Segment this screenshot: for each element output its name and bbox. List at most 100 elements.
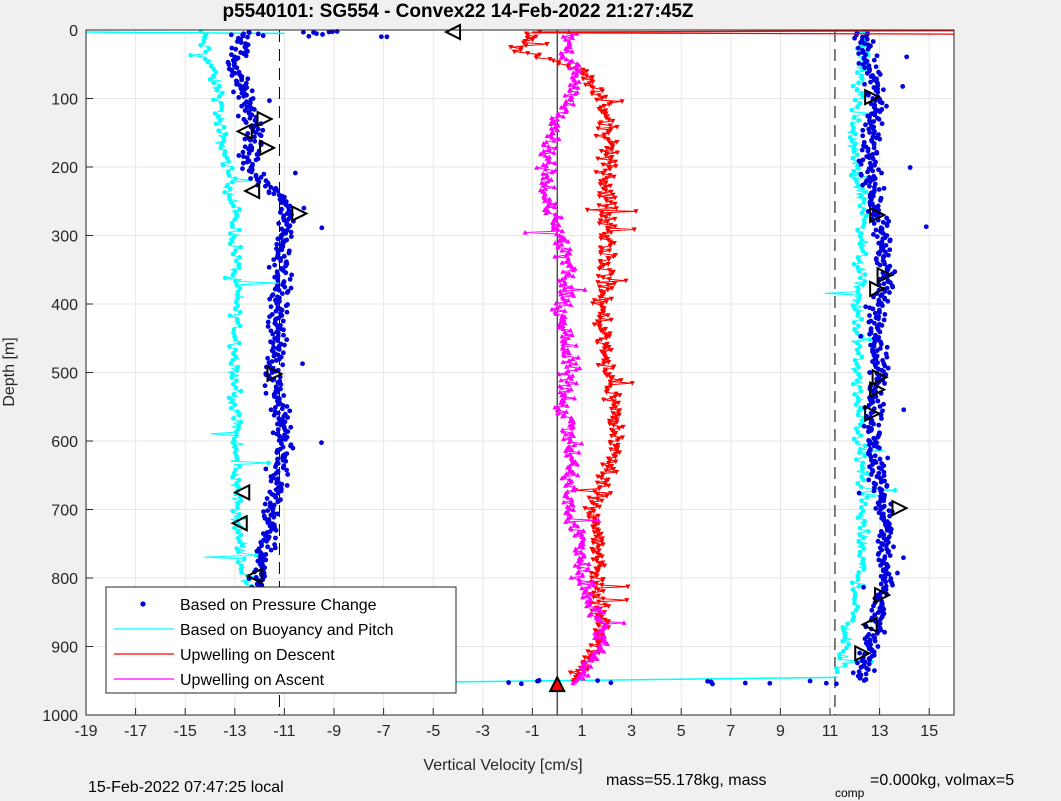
upwelling-descent-marker bbox=[596, 528, 602, 534]
upwelling-descent-marker bbox=[595, 280, 601, 285]
upwelling-descent-marker bbox=[590, 79, 596, 85]
buoyancy-pitch-point bbox=[859, 210, 865, 216]
upwelling-ascent-marker bbox=[569, 97, 575, 102]
pressure-change-point bbox=[885, 252, 891, 258]
buoyancy-pitch-point bbox=[232, 402, 238, 407]
buoyancy-pitch-point bbox=[238, 498, 244, 503]
upwelling-ascent-marker bbox=[553, 300, 559, 306]
pressure-change-point bbox=[233, 46, 239, 52]
upwelling-ascent-marker bbox=[562, 275, 568, 280]
footer-comp-subscript: comp bbox=[835, 786, 865, 800]
buoyancy-pitch-point bbox=[852, 368, 858, 373]
buoyancy-pitch-point bbox=[855, 309, 861, 315]
pressure-change-point bbox=[286, 250, 292, 256]
upwelling-descent-marker bbox=[607, 379, 613, 385]
upwelling-descent-marker bbox=[606, 334, 612, 340]
buoyancy-pitch-point bbox=[198, 42, 204, 48]
pressure-change-point bbox=[868, 410, 874, 416]
upwelling-ascent-marker bbox=[552, 168, 559, 173]
upwelling-ascent-marker bbox=[574, 570, 581, 576]
upwelling-descent-marker bbox=[597, 316, 604, 321]
upwelling-ascent-marker bbox=[559, 392, 565, 398]
y-tick-label: 400 bbox=[51, 297, 78, 314]
upwelling-descent-marker bbox=[614, 124, 620, 130]
pressure-change-point bbox=[865, 667, 871, 672]
footer-local-time: 15-Feb-2022 07:47:25 local bbox=[88, 779, 284, 796]
upwelling-ascent-marker bbox=[542, 186, 548, 191]
pressure-change-point bbox=[884, 103, 889, 109]
buoyancy-pitch-point bbox=[232, 525, 237, 531]
x-tick-label: 11 bbox=[822, 723, 839, 740]
upwelling-ascent-marker bbox=[540, 183, 546, 188]
x-tick-label: 15 bbox=[920, 723, 938, 740]
buoyancy-pitch-point bbox=[837, 655, 842, 661]
buoyancy-pitch-point bbox=[857, 292, 862, 298]
upwelling-ascent-marker bbox=[571, 77, 577, 83]
buoyancy-pitch-point bbox=[236, 549, 241, 555]
upwelling-ascent-marker bbox=[544, 174, 550, 179]
upwelling-ascent-marker bbox=[561, 317, 567, 322]
buoyancy-pitch-point bbox=[227, 241, 233, 247]
buoyancy-pitch-point bbox=[892, 488, 898, 493]
pressure-change-point bbox=[274, 450, 280, 455]
buoyancy-pitch-point bbox=[852, 594, 858, 599]
pressure-change-point bbox=[867, 114, 872, 120]
direction-marker bbox=[871, 368, 889, 386]
upwelling-ascent-marker bbox=[595, 517, 602, 523]
buoyancy-pitch-point bbox=[235, 320, 241, 325]
upwelling-descent-marker bbox=[594, 574, 600, 579]
pressure-change-point bbox=[886, 571, 892, 577]
pressure-change-point bbox=[271, 514, 277, 520]
buoyancy-pitch-point bbox=[221, 124, 227, 130]
upwelling-ascent-marker bbox=[570, 293, 577, 298]
buoyancy-pitch-point bbox=[859, 316, 865, 322]
buoyancy-pitch-point bbox=[237, 207, 243, 212]
buoyancy-pitch-point bbox=[222, 148, 228, 154]
upwelling-descent-marker bbox=[597, 182, 603, 187]
buoyancy-pitch-point bbox=[862, 279, 868, 284]
upwelling-descent-marker bbox=[597, 218, 603, 224]
buoyancy-pitch-point bbox=[205, 59, 211, 65]
buoyancy-pitch-point bbox=[855, 577, 861, 582]
buoyancy-pitch-point bbox=[236, 426, 241, 431]
x-axis-label: Vertical Velocity [cm/s] bbox=[423, 757, 582, 774]
upwelling-descent-marker bbox=[596, 548, 602, 554]
pressure-change-point bbox=[279, 406, 285, 412]
upwelling-descent-marker bbox=[602, 332, 609, 338]
upwelling-ascent-marker bbox=[566, 350, 572, 356]
upwelling-ascent-marker bbox=[560, 401, 566, 407]
buoyancy-pitch-point bbox=[230, 272, 236, 277]
upwelling-ascent-marker bbox=[575, 472, 581, 478]
pressure-change-point bbox=[866, 402, 872, 408]
pressure-change-point bbox=[861, 584, 866, 590]
pressure-change-point bbox=[878, 198, 883, 203]
upwelling-ascent-marker bbox=[551, 137, 557, 143]
upwelling-descent-marker bbox=[613, 164, 619, 169]
upwelling-descent-marker bbox=[595, 156, 601, 162]
pressure-change-point bbox=[877, 456, 883, 462]
upwelling-ascent-marker bbox=[558, 55, 564, 60]
upwelling-ascent-marker bbox=[567, 418, 573, 423]
pressure-change-point bbox=[888, 530, 894, 535]
pressure-change-point bbox=[244, 159, 250, 165]
upwelling-descent-marker bbox=[591, 590, 597, 596]
upwelling-ascent-marker bbox=[569, 32, 575, 38]
buoyancy-pitch-point bbox=[845, 621, 850, 627]
buoyancy-pitch-point bbox=[235, 303, 241, 308]
buoyancy-pitch-point bbox=[213, 121, 219, 127]
pressure-change-point bbox=[265, 508, 271, 513]
buoyancy-pitch-point bbox=[209, 63, 214, 68]
upwelling-ascent-marker bbox=[565, 238, 571, 244]
pressure-change-point bbox=[274, 188, 280, 193]
upwelling-descent-marker bbox=[590, 301, 596, 306]
pressure-change-point bbox=[857, 675, 863, 681]
upwelling-ascent-marker bbox=[564, 403, 570, 408]
buoyancy-pitch-point bbox=[846, 642, 852, 647]
upwelling-descent-marker bbox=[592, 489, 598, 495]
buoyancy-pitch-point bbox=[229, 224, 235, 229]
pressure-change-point bbox=[890, 284, 896, 290]
pressure-change-point bbox=[870, 212, 876, 218]
upwelling-descent-marker bbox=[613, 414, 619, 419]
upwelling-descent-marker bbox=[600, 542, 606, 548]
pressure-change-point bbox=[270, 331, 276, 337]
